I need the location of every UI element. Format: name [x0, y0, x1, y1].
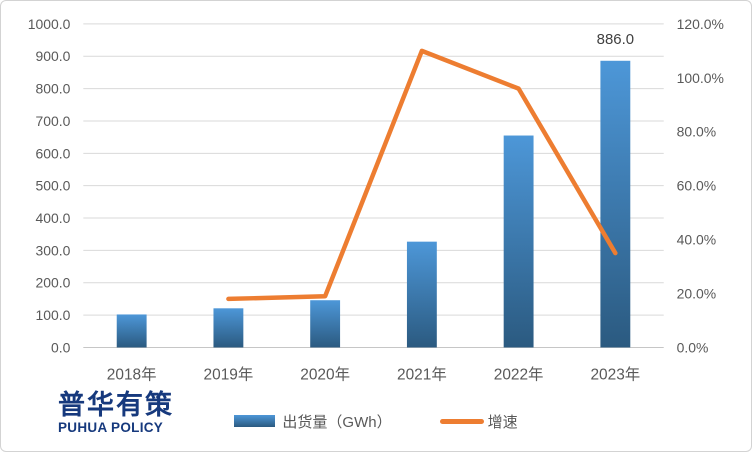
right-axis-tick: 100.0% [677, 70, 724, 86]
left-axis-tick: 600.0 [36, 145, 71, 161]
left-axis-tick: 1000.0 [28, 16, 71, 32]
legend-label-growth: 增速 [487, 413, 518, 431]
bar-series-swatch [234, 415, 276, 427]
logo-chinese-text: 普华有策 [58, 390, 174, 420]
legend-label-shipments: 出货量（GWh） [282, 413, 392, 431]
bar-2023年 [600, 60, 631, 348]
right-axis-tick: 0.0% [677, 339, 709, 355]
x-axis-label: 2022年 [494, 365, 544, 383]
left-axis-tick: 400.0 [36, 210, 71, 226]
right-axis-tick: 80.0% [677, 124, 716, 140]
left-axis-tick: 800.0 [36, 81, 71, 97]
x-axis-label: 2018年 [107, 365, 157, 383]
right-axis-tick: 120.0% [677, 16, 724, 32]
bar-2020年 [310, 300, 341, 348]
x-axis-label: 2020年 [300, 365, 350, 383]
left-axis-tick: 900.0 [36, 48, 71, 64]
bar-2018年 [116, 314, 147, 348]
bar-2022年 [503, 135, 534, 348]
logo-english-text: PUHUA POLICY [58, 420, 164, 435]
growth-line [226, 48, 618, 302]
left-axis-tick: 100.0 [36, 307, 71, 323]
chart-legend: 出货量（GWh） 增速 [1, 408, 751, 434]
x-axis-label: 2021年 [397, 365, 447, 383]
left-axis-tick: 700.0 [36, 113, 71, 129]
line-series-swatch [439, 418, 484, 424]
right-axis-tick: 20.0% [677, 286, 716, 302]
left-axis-tick: 200.0 [36, 275, 71, 291]
legend-item-growth: 增速 [439, 411, 518, 432]
left-axis-tick: 0.0 [51, 339, 71, 355]
left-axis-tick: 300.0 [36, 242, 71, 258]
right-axis-tick: 40.0% [677, 232, 716, 248]
puhua-policy-logo: 普华有策 PUHUA POLICY [58, 391, 174, 436]
bar-2019年 [213, 308, 244, 348]
left-axis-tick: 500.0 [36, 178, 71, 194]
bar-2021年 [406, 241, 437, 348]
right-axis-tick: 60.0% [677, 178, 716, 194]
legend-item-shipments: 出货量（GWh） [234, 411, 392, 432]
x-axis-label: 2019年 [204, 365, 254, 383]
x-axis-label: 2023年 [590, 365, 640, 383]
bar-data-label: 886.0 [597, 31, 634, 48]
